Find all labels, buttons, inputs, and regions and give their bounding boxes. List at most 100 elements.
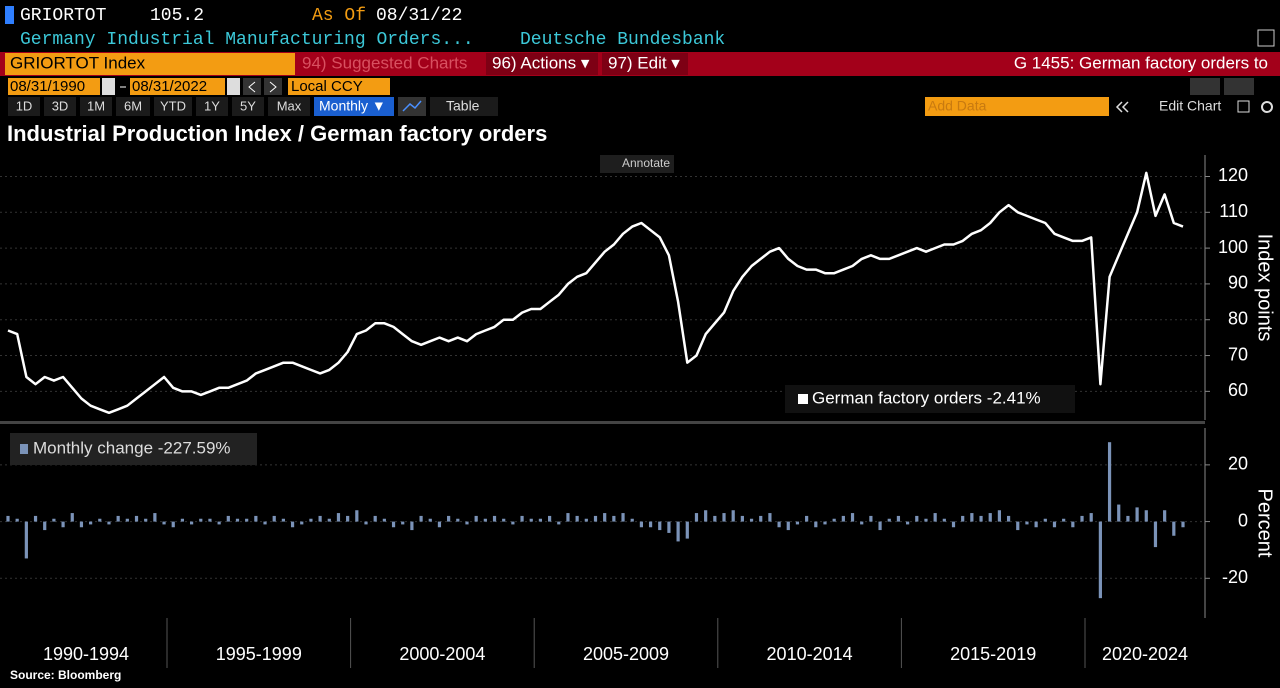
bar [786,521,790,531]
actions-button[interactable] [486,53,598,75]
legend-label: German factory orders -2.41% [812,388,1041,407]
bar [327,518,331,522]
actions[interactable]: 96) Actions ▾ [492,53,590,72]
bar [749,518,754,522]
bar [318,515,322,522]
bar [1062,518,1066,522]
y-axis-label: Percent [1254,489,1276,558]
edit-icon[interactable] [1237,100,1250,113]
bar [511,521,515,525]
table[interactable]: Table [446,98,480,114]
bar [630,518,634,522]
range-button[interactable] [154,97,192,116]
panel-divider [0,421,1205,424]
bar [538,518,543,522]
annotate[interactable]: Annotate [622,156,670,170]
bar [180,518,185,522]
edit-chart[interactable]: Edit Chart [1159,98,1221,114]
start-date-field[interactable] [8,78,100,95]
edit-button[interactable] [602,53,688,75]
range-label[interactable]: 1M [87,98,105,113]
add-data[interactable]: Add Data [928,98,987,114]
bar [483,518,487,522]
annotate-button[interactable] [600,155,674,173]
prev-arrow [248,81,256,93]
popout-icon[interactable] [1257,29,1275,47]
bar [713,515,717,522]
calendar-icon[interactable] [102,78,115,95]
security-field[interactable] [5,53,295,75]
currency-field[interactable] [288,78,390,95]
bar [860,521,864,525]
range-label[interactable]: 5Y [240,98,256,113]
calendar-icon[interactable] [227,78,240,95]
range-button[interactable] [44,97,76,116]
bar [116,515,120,522]
bar [997,510,1002,522]
settings-icon[interactable] [1261,101,1273,113]
news-headline[interactable]: G 1455: German factory orders to [1014,53,1268,72]
description: Germany Industrial Manufacturing Orders.… [20,30,474,50]
y-tick-label: 110 [1219,201,1248,221]
bar [419,515,423,522]
bar [1153,521,1158,548]
range-label[interactable]: 6M [124,98,142,113]
range-button[interactable] [8,97,40,116]
bar [722,513,726,522]
bar [217,521,221,525]
range-label[interactable]: 1Y [204,98,220,113]
x-tick-label: 2005-2009 [583,644,669,664]
bar [254,515,258,522]
bar [346,515,350,522]
bar [1172,521,1176,536]
bar [6,515,10,522]
suggested-charts[interactable]: 94) Suggested Charts [302,53,467,72]
frequency-button[interactable] [314,97,394,116]
bar [70,513,74,522]
bar [98,518,102,522]
add-data-field[interactable] [925,97,1109,116]
bar [401,521,405,525]
prev-button[interactable] [243,78,261,95]
bar [134,515,139,522]
end-date-field[interactable] [130,78,225,95]
range-button[interactable] [268,97,310,116]
bar [951,521,956,528]
bar [557,521,561,525]
table-button[interactable] [430,97,498,116]
range-label[interactable]: 1D [16,98,33,113]
range-label[interactable]: 3D [52,98,69,113]
next-button[interactable] [264,78,282,95]
bar [933,513,937,522]
bar [961,515,965,522]
undo-button[interactable] [1190,78,1220,95]
bar [896,515,901,522]
x-tick-label: 2015-2019 [950,644,1036,664]
bar [61,521,65,528]
bar [245,518,249,522]
bar [1107,442,1112,522]
range-label[interactable]: Max [277,98,302,113]
bar [529,518,533,522]
bar [593,515,598,522]
collapse-icon[interactable] [1115,101,1129,113]
as-of-date: 08/31/22 [376,6,462,26]
bar [364,521,368,525]
bar [199,518,203,522]
range-label[interactable]: YTD [160,98,186,113]
bar [805,515,809,522]
y-tick-label: 90 [1228,273,1248,293]
bar [33,515,38,522]
line-series [7,171,1184,415]
legend-box [10,433,257,465]
range-button[interactable] [196,97,228,116]
frequency[interactable]: Monthly ▼ [319,98,386,114]
range-button[interactable] [116,97,150,116]
redo-button[interactable] [1224,78,1254,95]
range-button[interactable] [232,97,264,116]
bar [814,521,818,528]
bar [979,515,983,522]
range-button[interactable] [80,97,112,116]
edit[interactable]: 97) Edit ▾ [608,53,680,72]
